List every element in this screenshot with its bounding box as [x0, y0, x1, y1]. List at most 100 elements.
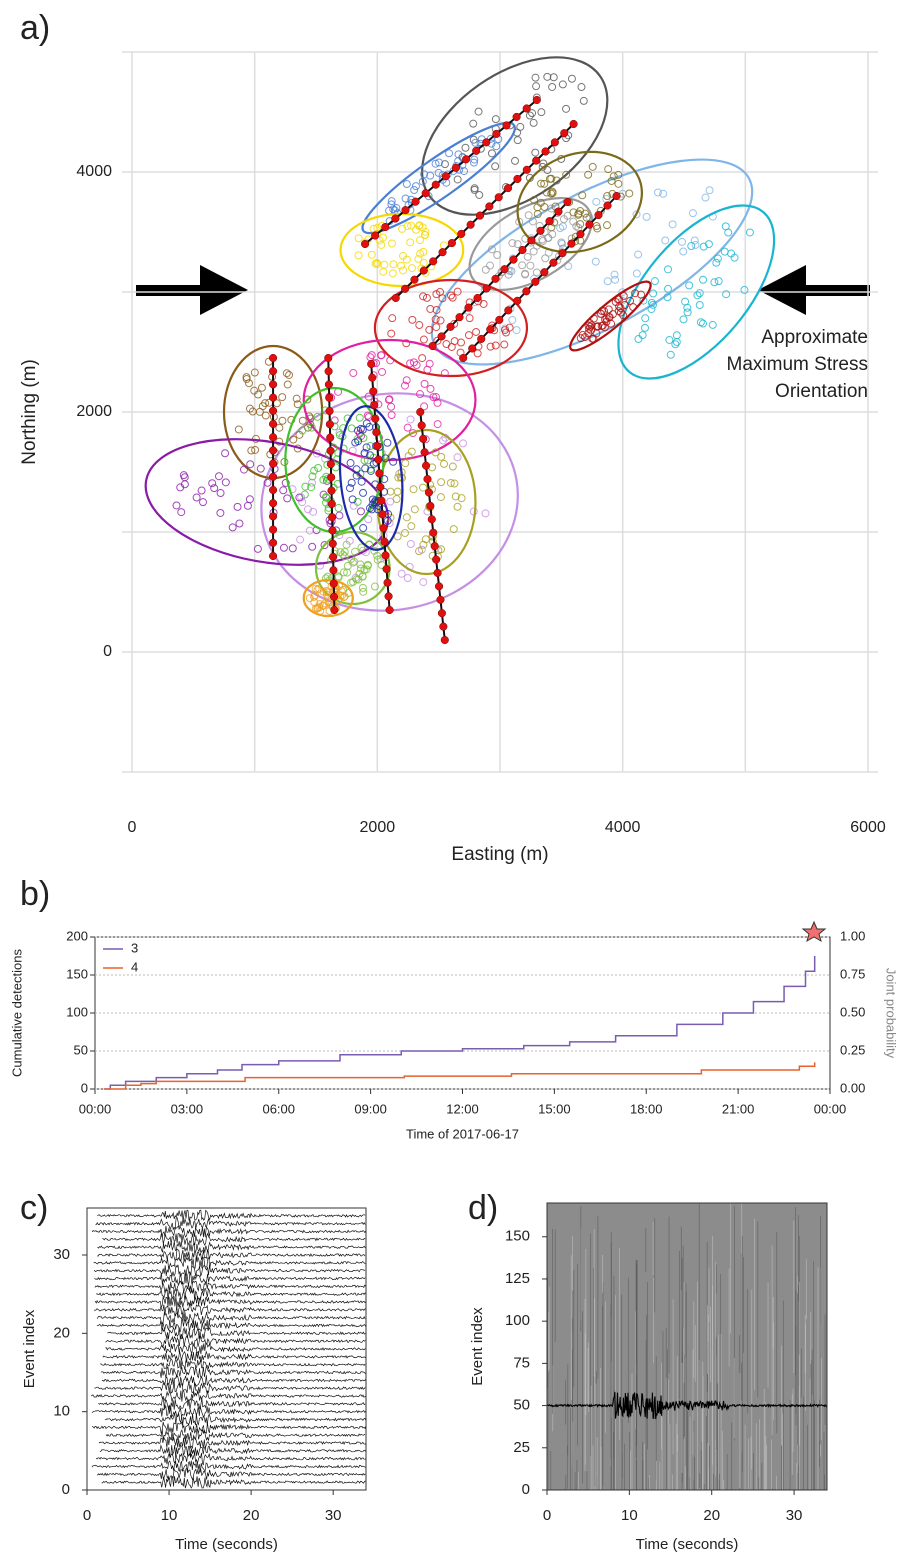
waveform-trace	[91, 1460, 366, 1473]
event-point	[578, 191, 587, 200]
event-point	[516, 122, 525, 131]
cluster-ellipse	[569, 280, 652, 352]
event-point	[532, 82, 541, 91]
event-point	[631, 289, 640, 298]
stage-dot	[423, 475, 432, 484]
x-tick-label: 6000	[850, 819, 886, 836]
legend-label: 3	[131, 940, 138, 955]
event-point	[340, 592, 349, 601]
event-point	[524, 211, 533, 220]
event-point	[492, 142, 501, 151]
stage-dot	[371, 231, 380, 240]
event-point	[388, 314, 397, 323]
event-point	[491, 162, 500, 171]
event-point	[388, 239, 397, 248]
event-point	[436, 287, 445, 296]
stage-dot	[421, 461, 431, 470]
y-tick-label: 0	[103, 643, 112, 660]
event-point	[608, 310, 617, 319]
stage-dot	[325, 407, 334, 416]
event-point	[354, 251, 363, 260]
event-point	[336, 548, 345, 557]
event-point	[625, 189, 634, 198]
event-point	[487, 245, 496, 254]
event-point	[647, 298, 656, 307]
event-point	[400, 528, 409, 537]
event-point	[548, 82, 557, 91]
event-point	[531, 148, 540, 157]
event-point	[362, 419, 371, 428]
y-tick-label: 0	[62, 1481, 70, 1498]
x-tick-label: 2000	[360, 819, 396, 836]
event-point	[404, 452, 413, 461]
event-point	[745, 228, 754, 237]
event-point	[395, 469, 404, 478]
stage-dot	[410, 275, 419, 284]
stage-dot	[373, 441, 382, 451]
event-point	[540, 179, 549, 188]
stage-dot	[391, 293, 400, 303]
stage-dot	[437, 332, 446, 341]
event-point	[470, 184, 479, 193]
event-point	[319, 475, 328, 484]
event-point	[431, 315, 440, 324]
event-point	[472, 327, 481, 336]
series-line	[104, 1062, 816, 1090]
event-point	[512, 326, 521, 335]
event-point	[378, 233, 387, 242]
stage-dot	[482, 284, 491, 293]
event-point	[705, 186, 714, 195]
event-point	[407, 522, 416, 531]
event-point	[663, 293, 672, 302]
y-tick-label: 25	[513, 1439, 530, 1456]
stage-dot	[473, 293, 482, 303]
event-point	[436, 316, 445, 325]
stage-dot	[378, 510, 387, 519]
x-axis-label: Time (seconds)	[636, 1536, 739, 1553]
event-point	[688, 209, 697, 218]
stage-dot	[380, 537, 389, 546]
event-point	[542, 188, 551, 197]
event-point	[450, 479, 459, 488]
event-point	[221, 478, 230, 487]
event-point	[579, 96, 588, 105]
stage-dot	[513, 174, 522, 183]
event-point	[358, 572, 367, 581]
event-point	[288, 544, 297, 553]
stage-dot	[419, 434, 428, 443]
event-point	[619, 311, 628, 320]
event-point	[351, 547, 360, 556]
event-point	[713, 254, 722, 263]
event-point	[491, 341, 500, 350]
event-point	[593, 224, 602, 233]
event-point	[233, 502, 242, 511]
stage-dot	[426, 501, 435, 510]
event-point	[695, 300, 704, 309]
event-point	[377, 351, 386, 360]
event-point	[642, 212, 651, 221]
event-point	[469, 158, 478, 167]
event-point	[401, 194, 410, 203]
legend-label: 4	[131, 959, 138, 974]
event-point	[386, 356, 395, 365]
event-point	[481, 265, 490, 274]
event-point	[665, 335, 674, 344]
event-point	[340, 547, 349, 556]
event-point	[245, 495, 254, 504]
event-point	[392, 495, 401, 504]
event-point	[278, 416, 287, 425]
event-point	[433, 336, 442, 345]
event-point	[364, 392, 373, 401]
stage-dot	[327, 486, 336, 495]
event-point	[433, 398, 442, 407]
stage-dot	[576, 230, 585, 239]
event-point	[493, 250, 502, 259]
event-point	[435, 158, 444, 167]
event-point	[591, 257, 600, 266]
event-point	[419, 578, 428, 587]
stage-dot	[379, 523, 388, 533]
stage-dot	[455, 313, 464, 322]
event-point	[585, 324, 594, 333]
stage-dot	[492, 129, 501, 138]
event-point	[634, 250, 643, 259]
